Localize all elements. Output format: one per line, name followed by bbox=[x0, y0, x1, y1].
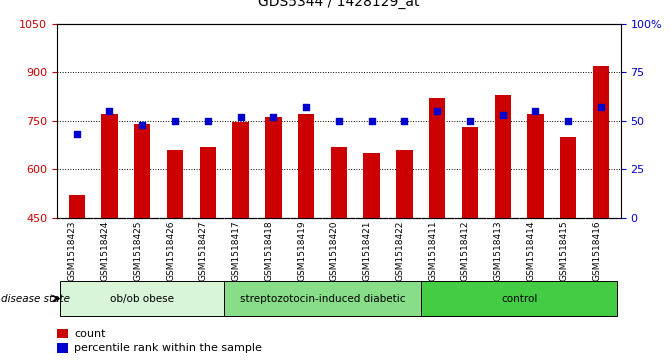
Text: GSM1518416: GSM1518416 bbox=[592, 221, 601, 281]
Text: GSM1518424: GSM1518424 bbox=[101, 221, 109, 281]
Point bbox=[104, 108, 115, 114]
Point bbox=[497, 112, 508, 118]
Text: GDS5344 / 1428129_at: GDS5344 / 1428129_at bbox=[258, 0, 419, 9]
Text: percentile rank within the sample: percentile rank within the sample bbox=[74, 343, 262, 353]
Text: count: count bbox=[74, 329, 105, 339]
Bar bbox=[134, 124, 150, 218]
Bar bbox=[57, 329, 68, 338]
Bar bbox=[265, 118, 282, 218]
Text: GSM1518412: GSM1518412 bbox=[461, 221, 470, 281]
Text: GSM1518421: GSM1518421 bbox=[362, 221, 372, 281]
Point bbox=[333, 118, 344, 123]
Text: disease state: disease state bbox=[1, 294, 70, 303]
Text: GSM1518413: GSM1518413 bbox=[494, 221, 503, 281]
Bar bbox=[462, 127, 478, 218]
Text: control: control bbox=[501, 294, 537, 303]
Bar bbox=[199, 147, 216, 218]
Point bbox=[235, 114, 246, 120]
Bar bbox=[298, 114, 314, 218]
Bar bbox=[68, 195, 85, 218]
Bar bbox=[592, 66, 609, 218]
Point bbox=[366, 118, 377, 123]
Bar bbox=[429, 98, 446, 218]
Bar bbox=[57, 343, 68, 353]
Text: GSM1518417: GSM1518417 bbox=[231, 221, 240, 281]
Text: GSM1518411: GSM1518411 bbox=[428, 221, 437, 281]
FancyBboxPatch shape bbox=[224, 281, 421, 316]
Point bbox=[268, 114, 278, 120]
Bar bbox=[167, 150, 183, 218]
Point bbox=[137, 122, 148, 127]
Point bbox=[203, 118, 213, 123]
Point bbox=[399, 118, 410, 123]
Text: GSM1518427: GSM1518427 bbox=[199, 221, 208, 281]
Bar bbox=[364, 153, 380, 218]
Bar bbox=[495, 95, 511, 218]
Text: streptozotocin-induced diabetic: streptozotocin-induced diabetic bbox=[240, 294, 405, 303]
FancyBboxPatch shape bbox=[60, 281, 224, 316]
Text: GSM1518414: GSM1518414 bbox=[527, 221, 535, 281]
Text: GSM1518420: GSM1518420 bbox=[330, 221, 339, 281]
Text: GSM1518418: GSM1518418 bbox=[264, 221, 273, 281]
FancyBboxPatch shape bbox=[421, 281, 617, 316]
Bar bbox=[331, 147, 347, 218]
Text: GSM1518423: GSM1518423 bbox=[68, 221, 76, 281]
Text: GSM1518419: GSM1518419 bbox=[297, 221, 306, 281]
Point bbox=[530, 108, 541, 114]
Text: GSM1518426: GSM1518426 bbox=[166, 221, 175, 281]
Point bbox=[432, 108, 443, 114]
Bar bbox=[232, 122, 249, 218]
Point bbox=[563, 118, 574, 123]
Bar bbox=[527, 114, 544, 218]
Bar bbox=[396, 150, 413, 218]
Point bbox=[170, 118, 180, 123]
Text: GSM1518422: GSM1518422 bbox=[395, 221, 405, 281]
Point bbox=[301, 104, 311, 110]
Text: ob/ob obese: ob/ob obese bbox=[110, 294, 174, 303]
Text: GSM1518415: GSM1518415 bbox=[559, 221, 568, 281]
Text: GSM1518425: GSM1518425 bbox=[134, 221, 142, 281]
Point bbox=[596, 104, 607, 110]
Bar bbox=[101, 114, 117, 218]
Bar bbox=[560, 137, 576, 218]
Point bbox=[71, 131, 82, 137]
Point bbox=[464, 118, 475, 123]
